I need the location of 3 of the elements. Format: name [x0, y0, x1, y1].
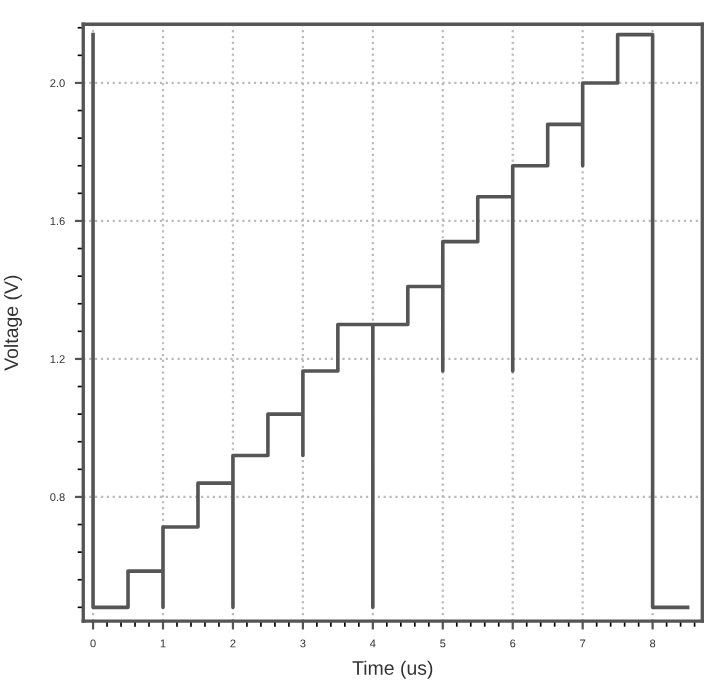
y-axis-title: Voltage (V)	[3, 275, 22, 371]
line-series	[91, 32, 690, 610]
x-axis-title: Time (us)	[352, 660, 433, 679]
